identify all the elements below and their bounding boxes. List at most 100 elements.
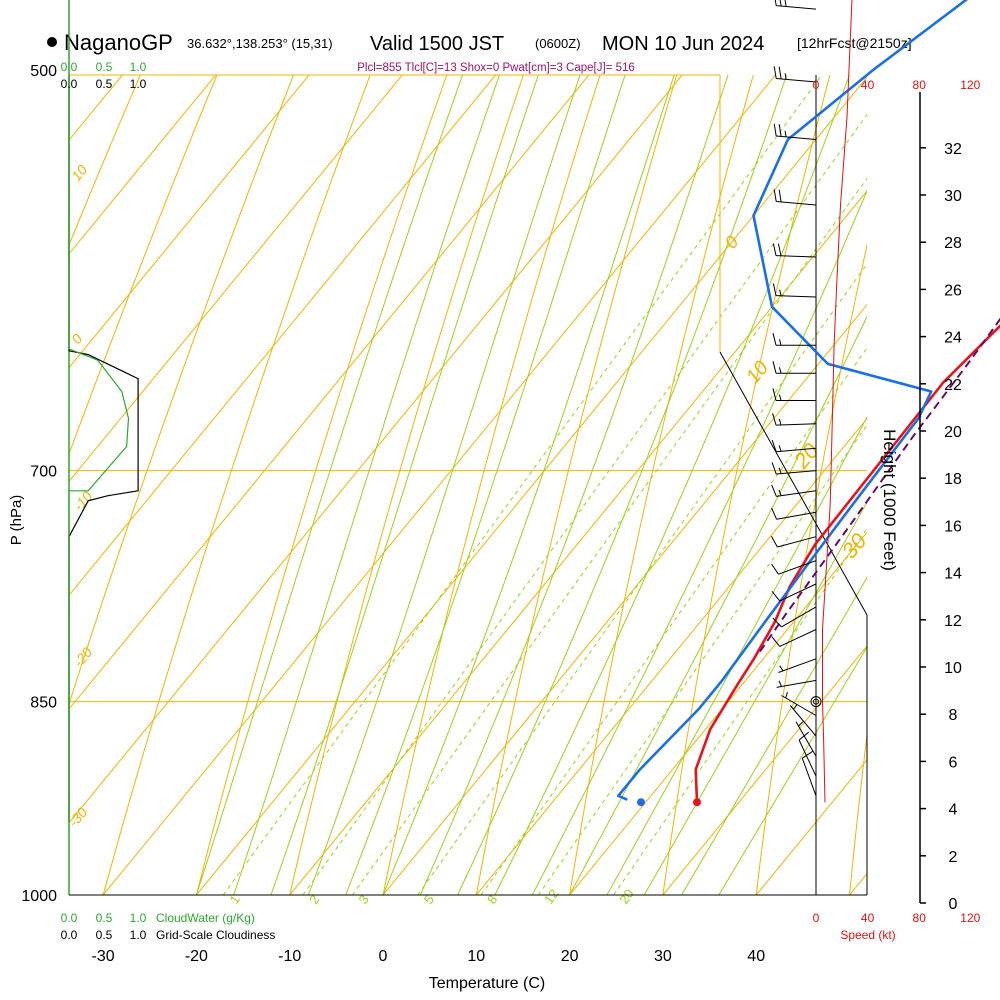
speed-tick-bottom: 80 (913, 911, 927, 925)
y-axis-label: P (hPa) (8, 495, 25, 546)
wind-barb (772, 283, 817, 298)
wind-barb-feather (778, 66, 782, 79)
pressure-tick-label: 850 (30, 695, 57, 712)
wind-barb-feather (802, 750, 813, 759)
wind-barb-feather (770, 535, 778, 548)
valid-time-utc: (0600Z) (535, 36, 581, 51)
cloudwater-label: CloudWater (g/Kg) (156, 911, 255, 925)
speed-tick-top: 0 (813, 78, 820, 92)
wind-barb (778, 658, 817, 673)
height-tick-label: 10 (944, 660, 962, 677)
dry-adiabat-line (102, 75, 371, 895)
wind-barb-half-feather (778, 489, 782, 496)
height-tick-label: 22 (944, 377, 962, 394)
cloudiness-tick-bottom: 0.0 (61, 928, 78, 942)
moist-adiabat-lines (195, 75, 867, 895)
valid-time: Valid 1500 JST (370, 33, 504, 55)
wind-barb (781, 691, 817, 716)
forecast-run: [12hrFcst@2150z] (797, 35, 912, 51)
wind-speed-line (822, 0, 853, 803)
wind-barb-feather (772, 617, 782, 628)
cloudwater-tick-top: 0.5 (96, 60, 113, 74)
dry-adiabat-line (569, 75, 754, 895)
mixing-ratio-line (222, 75, 823, 895)
pressure-tick-label: 500 (30, 63, 57, 80)
cloudwater-tick-top: 0.0 (61, 60, 78, 74)
parcel-info: Plcl=855 Tlcl[C]=13 Shox=0 Pwat[cm]=3 Ca… (357, 62, 635, 74)
dry-adiabat-line (475, 75, 678, 895)
forecast-date: MON 10 Jun 2024 (602, 33, 764, 55)
isotherm-line (102, 75, 777, 895)
wind-barb (773, 66, 817, 83)
wind-barb-staff (801, 758, 817, 796)
speed-tick-top: 40 (861, 78, 875, 92)
wind-barb-feather (773, 189, 777, 202)
wind-barb-feather (772, 283, 777, 296)
wind-barb-half-feather (778, 467, 782, 474)
wind-barb-staff (779, 629, 817, 647)
x-axis-label: Temperature (C) (429, 975, 545, 992)
moist-adiabat-line (681, 576, 867, 895)
wind-barb (772, 243, 817, 258)
pressure-tick-label: 700 (30, 464, 57, 481)
wind-barb (772, 606, 817, 628)
speed-tick-top: 80 (913, 78, 927, 92)
speed-tick-bottom: 120 (960, 911, 980, 925)
wind-barb (810, 696, 822, 708)
wind-barb-staff (798, 739, 817, 777)
wind-barb-staff (776, 447, 817, 453)
wind-barb-staff (776, 135, 817, 140)
cloudiness-tick-top: 0.0 (61, 77, 78, 91)
mixing-ratio-line (351, 177, 867, 895)
wind-barb-feather (778, 189, 782, 203)
cloudiness-tick-top: 0.5 (96, 77, 113, 91)
wind-speed-profile (822, 0, 853, 803)
wind-barb-feather (773, 123, 777, 137)
wind-barb (771, 560, 817, 575)
wind-barbs (770, 0, 822, 796)
speed-tick-top: 120 (960, 78, 980, 92)
dry-adiabat-line (195, 75, 448, 895)
mixing-ratio-line (613, 527, 867, 895)
moist-adiabat-line (233, 75, 500, 895)
cloudiness-tick-top: 1.0 (130, 77, 147, 91)
height-axis-label: Height (1000 Feet) (880, 429, 899, 571)
wind-barb-staff (777, 536, 817, 548)
wind-barb-feather (779, 0, 782, 7)
wind-barb (771, 484, 817, 497)
isotherm-line (475, 417, 867, 895)
cloudwater-tick-bottom: 0.5 (96, 911, 113, 925)
wind-barb-half-feather (798, 721, 804, 727)
wind-barb (771, 629, 817, 647)
height-tick-label: 26 (944, 282, 962, 299)
wind-barb-staff (781, 695, 817, 716)
wind-barb-staff (776, 511, 817, 520)
wind-barb-half-feather (784, 130, 787, 137)
mixing-ratio-line (537, 424, 867, 895)
moist-adiabat-line (382, 75, 675, 895)
wind-barb-feather (778, 124, 782, 137)
height-tick-label: 32 (944, 141, 962, 158)
cloudwater-tick-bottom: 0.0 (61, 911, 78, 925)
dry-adiabat-line (69, 75, 218, 456)
cloudwater-tick-top: 1.0 (130, 60, 147, 74)
wind-barb-feather (773, 66, 777, 79)
cloudiness-profile-line (68, 0, 139, 822)
height-tick-label: 28 (944, 235, 962, 252)
moist-adiabat-line (457, 75, 788, 895)
pressure-axis: 2503004005007008501000 (21, 63, 57, 905)
moist-adiabat-line (307, 75, 581, 895)
moist-adiabat-line (643, 501, 867, 895)
temperature-tick-label: -30 (92, 948, 115, 965)
plot-frame (68, 74, 868, 896)
temperature-tick-label: 20 (561, 948, 579, 965)
moist-adiabat-line (606, 416, 867, 895)
isotherm-line (69, 75, 590, 710)
wind-barb-feather (784, 0, 787, 7)
cloudwater-profile-line (68, 0, 130, 822)
wind-barb-staff (778, 658, 817, 673)
wind-barb (801, 750, 817, 796)
